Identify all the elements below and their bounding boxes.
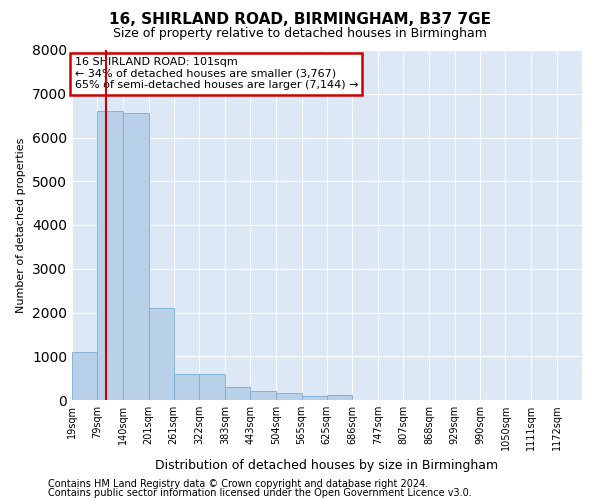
Bar [199, 374, 225, 400]
X-axis label: Distribution of detached houses by size in Birmingham: Distribution of detached houses by size … [155, 458, 499, 471]
Bar [250, 391, 276, 400]
Text: Contains public sector information licensed under the Open Government Licence v3: Contains public sector information licen… [48, 488, 472, 498]
Text: Size of property relative to detached houses in Birmingham: Size of property relative to detached ho… [113, 28, 487, 40]
Bar [149, 308, 174, 400]
Bar [225, 387, 250, 400]
Bar [97, 112, 123, 400]
Bar [72, 352, 97, 400]
Bar [123, 114, 149, 400]
Y-axis label: Number of detached properties: Number of detached properties [16, 138, 26, 312]
Bar [276, 394, 302, 400]
Bar [174, 374, 199, 400]
Bar [302, 396, 327, 400]
Text: 16 SHIRLAND ROAD: 101sqm
← 34% of detached houses are smaller (3,767)
65% of sem: 16 SHIRLAND ROAD: 101sqm ← 34% of detach… [74, 57, 358, 90]
Text: Contains HM Land Registry data © Crown copyright and database right 2024.: Contains HM Land Registry data © Crown c… [48, 479, 428, 489]
Bar [327, 395, 352, 400]
Text: 16, SHIRLAND ROAD, BIRMINGHAM, B37 7GE: 16, SHIRLAND ROAD, BIRMINGHAM, B37 7GE [109, 12, 491, 28]
